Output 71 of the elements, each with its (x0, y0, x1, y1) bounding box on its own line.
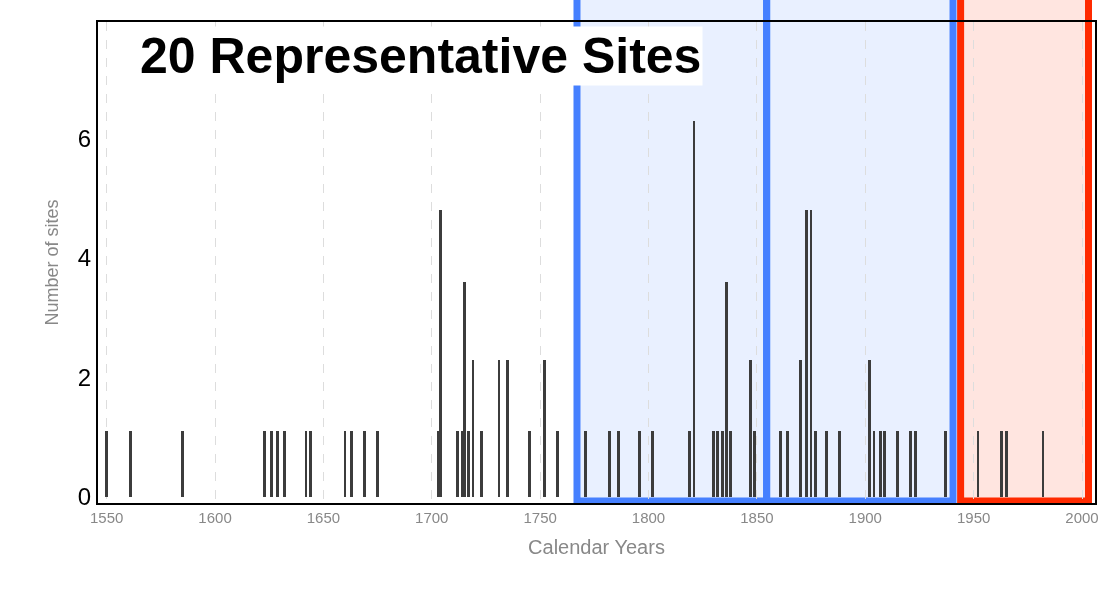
y-axis-title: Number of sites (41, 199, 62, 326)
bar (725, 282, 728, 497)
x-tick-label: 1900 (848, 509, 882, 526)
bar (814, 431, 817, 497)
x-tick-label: 1550 (89, 509, 124, 526)
bar (716, 431, 719, 497)
bar (977, 431, 979, 497)
bar (749, 360, 752, 497)
y-tick-label: 6 (77, 124, 92, 152)
bar (283, 431, 286, 497)
bar (181, 431, 184, 497)
x-tick-label: 1850 (740, 509, 774, 526)
x-tick-label: 1650 (306, 509, 341, 526)
x-tick-label: 1600 (198, 509, 232, 526)
x-axis-title: Calendar Years (528, 536, 665, 558)
bar (1042, 431, 1044, 497)
bar (498, 360, 500, 497)
bar (344, 431, 346, 497)
bar (944, 431, 947, 497)
bar (868, 360, 871, 497)
bar (305, 431, 307, 497)
bar (688, 431, 691, 497)
x-tick-label: 2000 (1065, 509, 1099, 526)
bar (873, 431, 875, 497)
y-tick-label: 2 (77, 363, 92, 391)
bar (879, 431, 882, 497)
bar (363, 431, 366, 497)
bar (712, 431, 715, 497)
bar (263, 431, 266, 497)
bar (638, 431, 641, 497)
bar (914, 431, 917, 497)
bar (463, 282, 466, 497)
bar (608, 431, 611, 497)
bar (129, 431, 132, 497)
x-tick-label: 1700 (415, 509, 449, 526)
bar (799, 360, 802, 497)
x-tick-label: 1750 (523, 509, 557, 526)
bar (838, 431, 841, 497)
bar (693, 121, 695, 497)
bar (651, 431, 654, 497)
x-tick-label: 1950 (956, 509, 991, 526)
bar (506, 360, 509, 497)
bar (1005, 431, 1008, 497)
bar (805, 210, 808, 497)
bar (543, 360, 546, 497)
y-tick-label: 0 (77, 483, 92, 511)
bar (456, 431, 459, 497)
bar (1000, 431, 1003, 497)
bar (556, 431, 559, 497)
bar (480, 431, 483, 497)
bar (825, 431, 828, 497)
x-tick-label: 1800 (631, 509, 666, 526)
bar (528, 431, 531, 497)
bar (779, 431, 782, 497)
bar (270, 431, 273, 497)
bar (472, 360, 474, 497)
bar (584, 431, 587, 497)
bar (439, 210, 442, 497)
bar (810, 210, 812, 497)
bar (350, 431, 353, 497)
bar (896, 431, 899, 497)
bar (786, 431, 789, 497)
bar (376, 431, 379, 497)
bar (909, 431, 912, 497)
bar (309, 431, 312, 497)
bar (276, 431, 279, 497)
bar (105, 431, 108, 497)
bar (883, 431, 886, 497)
bar (617, 431, 620, 497)
y-tick-label: 4 (77, 244, 92, 272)
chart-title: 20 Representative Sites (140, 28, 702, 84)
